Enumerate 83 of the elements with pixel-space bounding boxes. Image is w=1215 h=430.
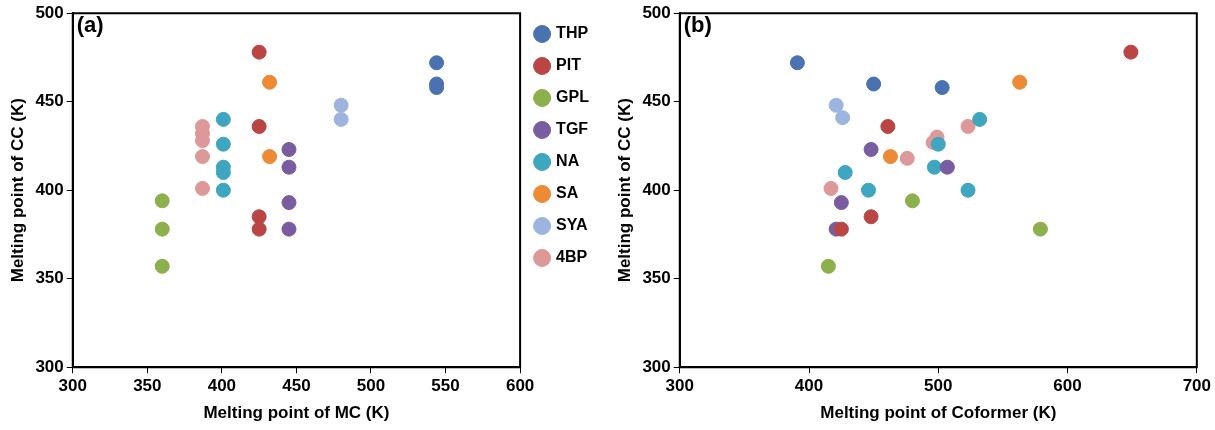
- point: [262, 149, 278, 165]
- y-tick-label: 450: [642, 91, 671, 111]
- point: [828, 97, 844, 113]
- point: [154, 258, 170, 274]
- point: [960, 118, 976, 134]
- point: [835, 110, 851, 126]
- point: [823, 180, 839, 196]
- point: [251, 44, 267, 60]
- x-tick-label: 600: [505, 376, 535, 396]
- y-tick-label: 400: [642, 179, 671, 199]
- point: [904, 193, 920, 209]
- legend-label: SA: [556, 184, 579, 202]
- point: [939, 159, 955, 175]
- legend-label: NA: [556, 152, 580, 170]
- y-tick-label: 450: [35, 91, 64, 111]
- point: [972, 111, 988, 127]
- annotation: (a): [76, 12, 104, 38]
- y-tick-label: 500: [35, 2, 64, 22]
- point: [281, 195, 297, 211]
- point: [281, 141, 297, 157]
- point: [1123, 44, 1139, 60]
- point: [1012, 74, 1028, 90]
- legend-label: GPL: [556, 88, 590, 106]
- point: [194, 149, 210, 165]
- annotation: (b): [683, 12, 712, 38]
- y-tick-label: 500: [642, 2, 671, 22]
- point: [863, 209, 879, 225]
- point: [930, 136, 946, 152]
- x-tick-label: 400: [207, 376, 237, 396]
- point: [833, 221, 849, 237]
- point: [194, 180, 210, 196]
- point: [789, 55, 805, 71]
- y-tick-label: 300: [35, 356, 64, 376]
- point: [833, 195, 849, 211]
- x-tick-label: 550: [431, 376, 460, 396]
- point: [251, 221, 267, 237]
- x-axis-title: Melting point of Coformer (K): [820, 403, 1057, 423]
- point: [863, 141, 879, 157]
- point: [866, 76, 882, 92]
- x-tick-label: 500: [924, 376, 953, 396]
- x-tick-label: 400: [794, 376, 824, 396]
- point: [281, 221, 297, 237]
- point: [960, 182, 976, 198]
- point: [880, 118, 896, 134]
- point: [281, 159, 297, 175]
- point: [429, 55, 445, 71]
- legend-label: THP: [556, 24, 589, 42]
- legend-label: PIT: [556, 56, 582, 74]
- point: [1032, 221, 1048, 237]
- point: [251, 209, 267, 225]
- x-tick-label: 350: [133, 376, 162, 396]
- legend-label: TGF: [556, 120, 589, 138]
- point: [262, 74, 278, 90]
- y-tick-label: 350: [642, 268, 671, 288]
- point: [882, 149, 898, 165]
- point: [820, 258, 836, 274]
- point: [934, 80, 950, 96]
- point: [837, 165, 853, 180]
- point: [899, 150, 915, 166]
- point: [860, 182, 876, 198]
- y-tick-label: 400: [35, 179, 64, 199]
- x-tick-label: 300: [665, 376, 694, 396]
- x-tick-label: 500: [356, 376, 386, 396]
- y-axis-title: Melting point of CC (K): [7, 98, 27, 283]
- x-axis-title: Melting point of MC (K): [203, 403, 390, 423]
- x-tick-label: 700: [1182, 376, 1212, 396]
- legend-label: 4BP: [556, 248, 588, 266]
- x-tick-label: 600: [1053, 376, 1082, 396]
- point: [333, 111, 349, 127]
- point: [215, 136, 231, 152]
- legend-label: SYA: [556, 216, 588, 234]
- x-tick-label: 300: [58, 376, 87, 396]
- y-axis-title: Melting point of CC (K): [614, 98, 634, 283]
- x-tick-label: 450: [282, 376, 311, 396]
- point: [154, 193, 170, 209]
- point: [333, 97, 349, 113]
- point: [215, 111, 231, 127]
- point: [215, 182, 231, 198]
- y-tick-label: 300: [642, 356, 671, 376]
- point: [154, 221, 170, 237]
- y-tick-label: 350: [35, 268, 64, 288]
- point: [251, 118, 267, 134]
- point: [926, 159, 942, 175]
